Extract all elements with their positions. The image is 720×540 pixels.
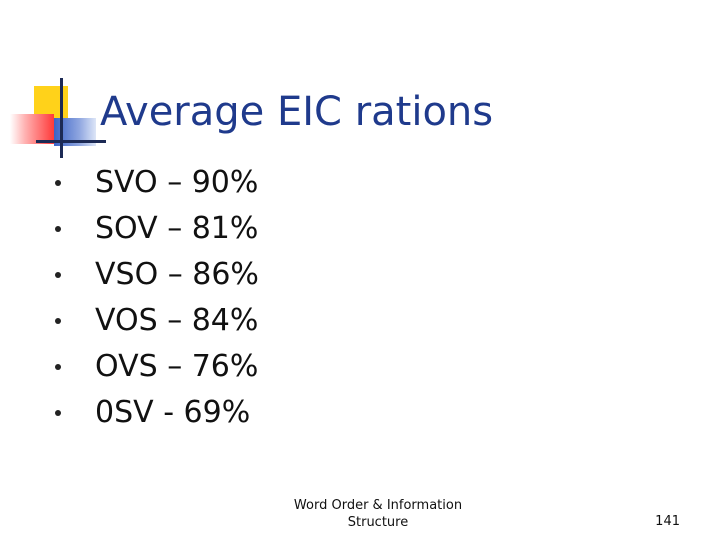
bullet-text: SOV – 81%	[95, 211, 259, 246]
bullet-dot-icon	[55, 272, 61, 278]
bullet-text: VOS – 84%	[95, 303, 259, 338]
bullet-dot-icon	[55, 180, 61, 186]
red-gradient-decoration	[10, 114, 54, 144]
footer-line-1: Word Order & Information	[293, 498, 463, 513]
slide-title: Average EIC rations	[100, 89, 494, 135]
bullet-dot-icon	[55, 410, 61, 416]
vertical-rule-decoration	[60, 78, 63, 158]
decorative-corner-graphic	[0, 0, 110, 170]
page-number: 141	[655, 514, 680, 529]
footer-title: Word Order & Information Structure	[278, 497, 478, 531]
bullet-text: 0SV - 69%	[95, 395, 251, 430]
bullet-dot-icon	[55, 364, 61, 370]
bullet-dot-icon	[55, 318, 61, 324]
bullet-text: OVS – 76%	[95, 349, 259, 384]
footer-line-2: Structure	[347, 515, 409, 530]
bullet-text: SVO – 90%	[95, 165, 259, 200]
bullet-text: VSO – 86%	[95, 257, 259, 292]
bullet-dot-icon	[55, 226, 61, 232]
horizontal-rule-decoration	[36, 140, 106, 143]
